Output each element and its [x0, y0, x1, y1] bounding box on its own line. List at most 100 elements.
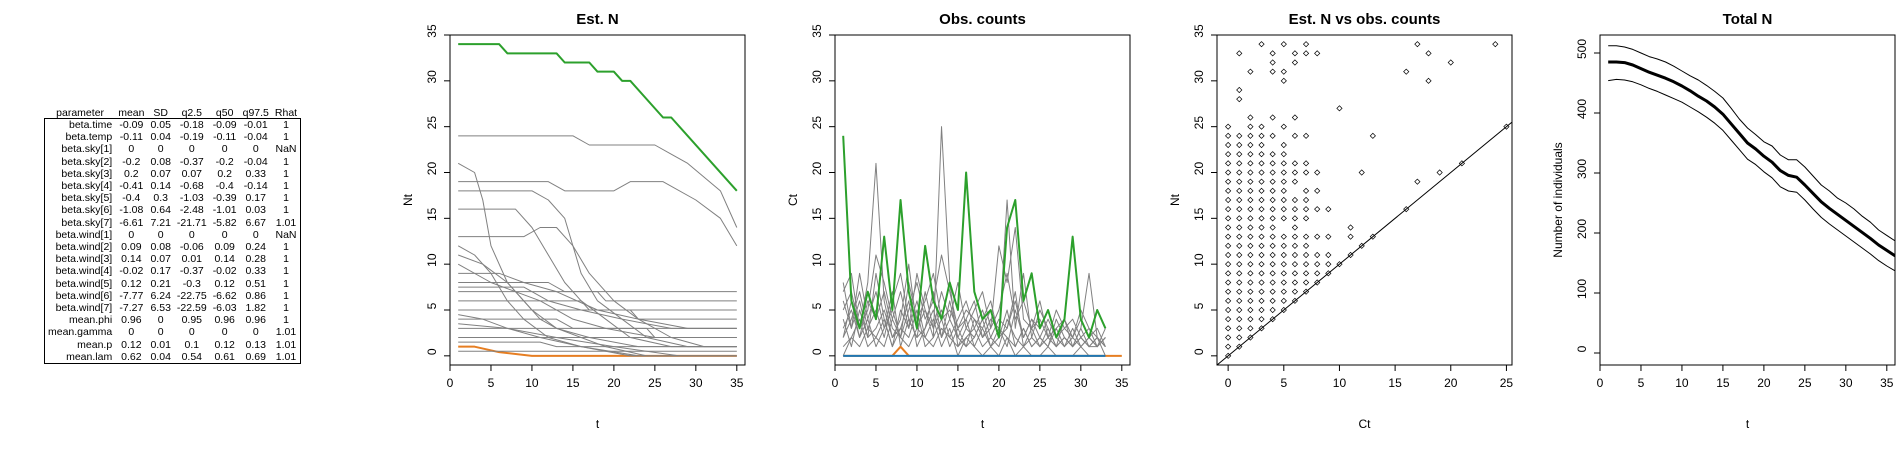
chart-title: Est. N vs obs. counts	[1289, 11, 1441, 28]
scatter-point	[1269, 306, 1276, 314]
value-cell: 0.3	[153, 192, 168, 205]
scatter-point	[1325, 261, 1332, 268]
scatter-point	[1247, 151, 1254, 158]
scatter-point	[1291, 261, 1299, 268]
x-tick-label: 10	[1333, 376, 1347, 390]
value-cell: -0.2	[215, 155, 234, 168]
value-cell: 1	[283, 119, 289, 131]
scatter-point	[1291, 132, 1299, 139]
value-cell: 0.08	[150, 241, 171, 254]
scatter-point	[1314, 261, 1321, 268]
column-header: mean	[118, 107, 145, 119]
scatter-point	[1225, 141, 1232, 149]
parameter-cell: beta.wind[6]	[55, 289, 113, 302]
column-header: q2.5	[181, 107, 203, 119]
scatter-point	[1280, 215, 1287, 222]
scatter-point	[1225, 196, 1232, 204]
scatter-point	[1236, 233, 1243, 240]
scatter-point	[1280, 187, 1287, 194]
series-line	[842, 135, 1107, 339]
summary-table: parameter mean SD q2.5 q50 q97.5 Rhat beta.tim…	[43, 107, 302, 365]
scatter-point	[1236, 187, 1243, 194]
scatter-point	[1225, 270, 1232, 277]
value-cell: -0.2	[122, 155, 141, 168]
scatter-point	[1258, 41, 1265, 48]
scatter-point	[1225, 178, 1232, 185]
y-tick-label: 0	[1575, 345, 1589, 352]
value-cell: 0.05	[150, 119, 171, 131]
value-cell: -0.02	[212, 265, 237, 278]
parameter-cell: mean.phi	[69, 314, 113, 327]
scatter-point	[1269, 169, 1276, 176]
parameter-cell: beta.time	[69, 119, 113, 131]
scatter-point	[1269, 206, 1276, 213]
scatter-point	[1280, 151, 1287, 158]
x-tick-label: 15	[1716, 376, 1730, 390]
y-axis-label: Ct	[786, 193, 800, 206]
scatter-point	[1236, 224, 1243, 231]
x-axis-label: t	[1746, 417, 1750, 431]
value-cell: -21.71	[176, 216, 207, 229]
table-row: beta.sky[1] 0 0 0 0 0 NaN	[45, 143, 300, 155]
scatter-point	[1269, 132, 1276, 139]
series-line	[458, 309, 737, 320]
scatter-point	[1247, 187, 1254, 194]
scatter-point	[1403, 68, 1410, 75]
y-tick-label: 35	[810, 24, 824, 38]
y-tick-label: 20	[425, 162, 439, 176]
plot-area	[842, 126, 1122, 357]
scatter-point	[1314, 233, 1321, 240]
value-cell: -0.01	[243, 119, 268, 131]
table-row: beta.sky[6] -1.08 0.64 -2.48 -1.01 0.03 1	[45, 204, 300, 216]
parameter-cell: beta.sky[5]	[61, 192, 113, 205]
value-cell: 0	[188, 228, 195, 241]
scatter-point	[1236, 279, 1243, 286]
scatter-point	[1258, 297, 1265, 304]
scatter-point	[1236, 242, 1243, 249]
value-cell: 0.12	[121, 277, 142, 290]
x-tick-label: 0	[832, 376, 839, 390]
parameter-cell: beta.wind[4]	[55, 265, 113, 278]
value-cell: -1.03	[179, 192, 204, 205]
value-cell: 0.04	[150, 131, 171, 144]
x-tick-label: 20	[1757, 376, 1771, 390]
scatter-point	[1247, 68, 1254, 75]
value-cell: 0.13	[245, 338, 266, 351]
table-row: mean.gamma 0 0 0 0 0 1.01	[45, 326, 300, 338]
scatter-point	[1280, 242, 1287, 249]
scatter-point	[1425, 50, 1432, 57]
table-row: beta.sky[4] -0.41 0.14 -0.68 -0.4 -0.14 1	[45, 180, 300, 192]
column-header: Rhat	[274, 107, 298, 119]
scatter-point	[1236, 334, 1243, 341]
y-tick-label: 10	[1192, 253, 1206, 267]
scatter-point	[1280, 160, 1287, 167]
y-tick-label: 5	[425, 302, 439, 309]
table-row: beta.wind[2] 0.09 0.08 -0.06 0.09 0.24 1	[45, 241, 300, 253]
scatter-point	[1280, 306, 1287, 314]
scatter-point	[1258, 251, 1265, 259]
scatter-point	[1258, 215, 1265, 222]
value-cell: 0.14	[121, 253, 142, 266]
scatter-point	[1236, 206, 1243, 213]
scatter-point	[1269, 114, 1276, 121]
y-tick-label: 30	[425, 70, 439, 84]
scatter-point	[1269, 68, 1276, 75]
value-cell: 1	[283, 192, 289, 205]
x-tick-label: 30	[1074, 376, 1088, 390]
x-axis-label: t	[981, 417, 985, 431]
x-axis-label: Ct	[1359, 417, 1372, 431]
series-line	[458, 300, 737, 311]
scatter-point	[1236, 297, 1243, 304]
scatter-point	[1369, 233, 1376, 240]
scatter-point	[1258, 270, 1265, 277]
value-cell: 0.95	[181, 314, 203, 327]
y-tick-label: 35	[425, 24, 439, 38]
chart-est-vs-obs: Est. N vs obs. counts 0 5 10 15 20 25 0 5 10 15 20 2…	[1168, 11, 1513, 431]
scatter-point	[1280, 261, 1287, 268]
x-tick-label: 10	[1675, 376, 1689, 390]
series-line	[842, 309, 1106, 357]
value-cell: 0.07	[150, 167, 171, 180]
value-cell: -7.77	[119, 289, 144, 302]
value-cell: 0.12	[121, 338, 142, 351]
value-cell: 0	[157, 326, 164, 339]
